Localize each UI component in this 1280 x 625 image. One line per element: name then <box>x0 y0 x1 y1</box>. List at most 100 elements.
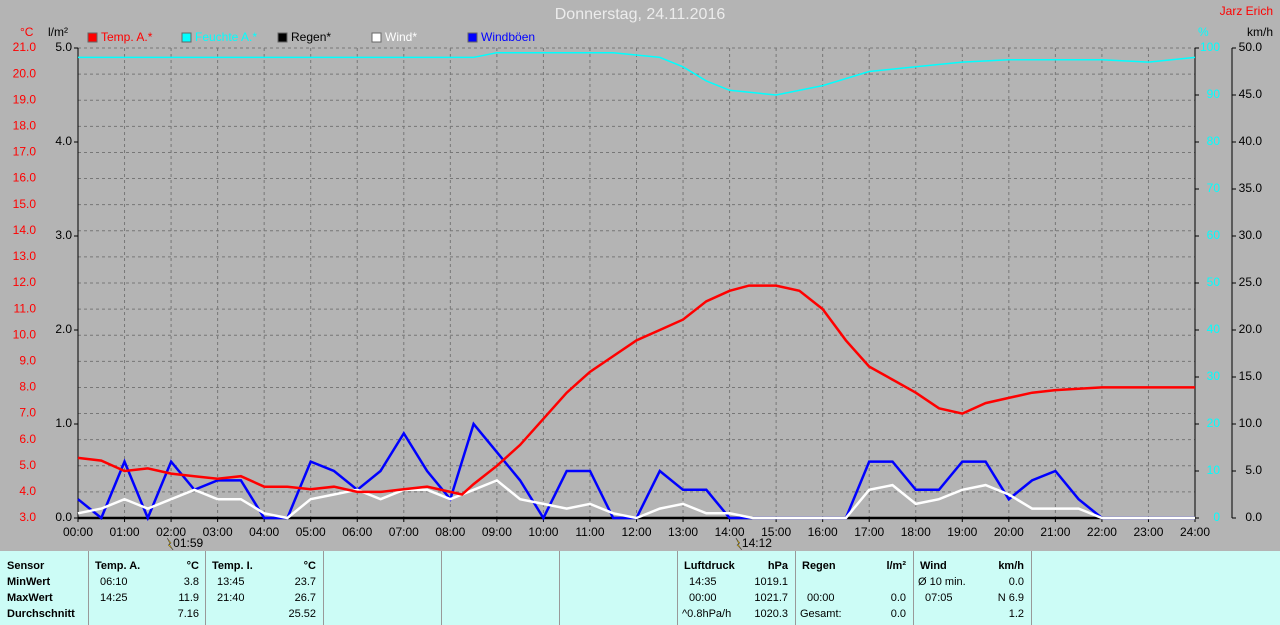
y-tick-label: 17.0 <box>13 145 37 159</box>
table-cell: Gesamt: <box>800 608 842 620</box>
legend-label: Feuchte A.* <box>195 30 257 44</box>
x-tick-label: 09:00 <box>482 525 512 539</box>
legend-swatch <box>467 32 478 43</box>
table-cell: MinWert <box>7 576 51 588</box>
table-cell: hPa <box>767 560 788 572</box>
lightning-icon <box>166 537 174 551</box>
series-line <box>77 478 1195 520</box>
table-cell: 1019.1 <box>754 576 788 588</box>
table-cell: Ø 10 min. <box>918 576 966 588</box>
y2-tick-label: 0 <box>1213 510 1220 524</box>
y2-tick-label: 100 <box>1200 40 1220 54</box>
table-cell: N 6.9 <box>997 592 1024 604</box>
legend-swatch <box>371 32 382 43</box>
rain-tick-label: 5.0 <box>55 40 72 54</box>
legend-label: Regen* <box>291 30 331 44</box>
table-cell: Regen <box>802 560 836 572</box>
rain-tick-label: 4.0 <box>55 134 72 148</box>
rain-tick-label: 2.0 <box>55 322 72 336</box>
y2-tick-label: 50 <box>1207 275 1221 289</box>
table-cell: Sensor <box>7 560 45 572</box>
y2-tick-label: 60 <box>1207 228 1221 242</box>
x-tick-label: 19:00 <box>947 525 977 539</box>
y-tick-label: 13.0 <box>13 249 37 263</box>
wind-tick-label: 25.0 <box>1239 275 1263 289</box>
x-tick-label: 05:00 <box>296 525 326 539</box>
table-cell: 0.0 <box>890 608 906 620</box>
table-cell: 0.0 <box>1008 576 1024 588</box>
table-cell: 0.0 <box>890 592 906 604</box>
x-tick-label: 01:00 <box>110 525 140 539</box>
x-tick-label: 13:00 <box>668 525 698 539</box>
separator <box>913 551 914 625</box>
table-cell: °C <box>303 560 316 572</box>
humidity-unit: % <box>1198 25 1209 39</box>
y2-tick-label: 70 <box>1207 181 1221 195</box>
author: Jarz Erich <box>1220 4 1273 18</box>
x-tick-label: 22:00 <box>1087 525 1117 539</box>
y-tick-label: 5.0 <box>19 458 36 472</box>
wind-tick-label: 20.0 <box>1239 322 1263 336</box>
separator <box>559 551 560 625</box>
x-tick-label: 10:00 <box>528 525 558 539</box>
table-cell: MaxWert <box>7 592 53 604</box>
y-tick-label: 18.0 <box>13 119 37 133</box>
separator <box>441 551 442 625</box>
y2-tick-label: 10 <box>1207 463 1221 477</box>
table-cell: Temp. I. <box>212 560 253 572</box>
separator <box>323 551 324 625</box>
separator <box>205 551 206 625</box>
separator <box>88 551 89 625</box>
legend-swatch <box>87 32 98 43</box>
y-tick-label: 15.0 <box>13 197 37 211</box>
table-cell: l/m² <box>886 560 906 572</box>
y2-tick-label: 30 <box>1207 369 1221 383</box>
x-tick-label: 18:00 <box>901 525 931 539</box>
separator <box>677 551 678 625</box>
temp-unit: °C <box>20 25 34 39</box>
x-tick-label: 23:00 <box>1133 525 1163 539</box>
y2-tick-label: 90 <box>1207 87 1221 101</box>
table-cell: 1.2 <box>1008 608 1024 620</box>
wind-tick-label: 50.0 <box>1239 40 1263 54</box>
x-tick-label: 21:00 <box>1040 525 1070 539</box>
table-cell: ^0.8hPa/h <box>682 608 732 620</box>
table-cell: 11.9 <box>178 592 199 604</box>
x-tick-label: 11:00 <box>575 525 604 539</box>
table-cell: 00:00 <box>689 592 717 604</box>
table-cell: 21:40 <box>217 592 245 604</box>
table-cell: 3.8 <box>183 576 199 588</box>
annotation: 01:59 <box>173 536 203 550</box>
wind-tick-label: 5.0 <box>1245 463 1262 477</box>
x-tick-label: 02:00 <box>156 525 186 539</box>
table-cell: 23.7 <box>294 576 316 588</box>
x-tick-label: 16:00 <box>808 525 838 539</box>
stats-table: Sensor MinWert MaxWert Durchschnitt Temp. A.… <box>0 551 1280 625</box>
wind-tick-label: 45.0 <box>1239 87 1263 101</box>
lightning-icon <box>735 537 743 551</box>
separator <box>1031 551 1032 625</box>
rain-unit: l/m² <box>48 25 68 39</box>
wind-tick-label: 40.0 <box>1239 134 1263 148</box>
table-cell: 06:10 <box>100 576 128 588</box>
y-tick-label: 20.0 <box>13 66 37 80</box>
rain-tick-label: 3.0 <box>55 228 72 242</box>
y-tick-label: 6.0 <box>19 432 36 446</box>
series-line <box>78 51 1196 96</box>
table-cell: 07:05 <box>925 592 953 604</box>
wind-tick-label: 0.0 <box>1245 510 1262 524</box>
x-tick-label: 15:00 <box>761 525 791 539</box>
y-tick-label: 10.0 <box>13 327 37 341</box>
table-cell: 1021.7 <box>754 592 788 604</box>
table-cell: 25.52 <box>288 608 316 620</box>
table-cell: Luftdruck <box>684 560 735 572</box>
table-cell: °C <box>186 560 199 572</box>
y-tick-label: 21.0 <box>13 40 37 54</box>
x-tick-label: 04:00 <box>249 525 279 539</box>
rain-tick-label: 0.0 <box>55 510 72 524</box>
legend-label: Temp. A.* <box>101 30 153 44</box>
table-cell: 26.7 <box>294 592 316 604</box>
y-tick-label: 4.0 <box>19 484 36 498</box>
x-tick-label: 14:00 <box>715 525 745 539</box>
